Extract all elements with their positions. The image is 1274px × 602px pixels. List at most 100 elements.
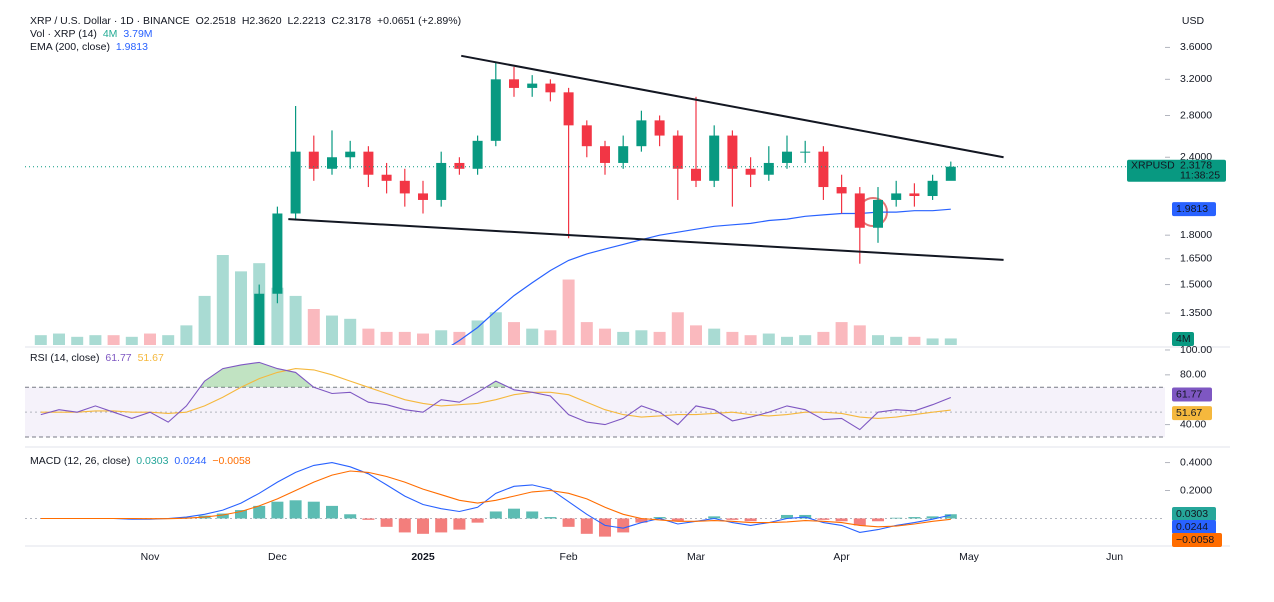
volume-bar (271, 287, 284, 345)
hist-value: 0.0303 (136, 455, 169, 467)
y-tick-label: 3.6000 (1180, 41, 1212, 53)
volume-bar (653, 331, 666, 345)
volume-title: Vol · XRP (14) (30, 28, 97, 40)
histogram-bar (453, 518, 466, 530)
volume-bar (380, 331, 393, 345)
volume-bar (853, 325, 866, 345)
price-badge-label: 61.77 (1176, 388, 1202, 400)
volume-bar (71, 336, 84, 345)
histogram-bar (216, 513, 229, 519)
x-tick-label: May (959, 551, 980, 563)
histogram-bar (671, 518, 684, 522)
candle-body (672, 135, 683, 169)
volume-ma: 3.79M (123, 28, 153, 40)
y-tick-label: 3.2000 (1180, 73, 1212, 85)
histogram-bar (653, 517, 666, 519)
volume-bar (817, 331, 830, 345)
candle-body (145, 572, 155, 577)
candle-body (472, 140, 483, 169)
volume-bar (235, 271, 247, 345)
volume-bar (781, 336, 793, 345)
histogram-bar (344, 514, 357, 519)
volume-bar (762, 333, 775, 345)
ohlc-key: L (287, 15, 294, 27)
price-badge-label: 1.9813 (1176, 203, 1208, 215)
histogram-bar (289, 500, 302, 519)
price-plot (34, 62, 957, 577)
histogram-bar (835, 518, 848, 522)
histogram-bar (853, 518, 866, 526)
macd-value: 0.0244 (174, 455, 207, 467)
macd-line (40, 462, 951, 533)
candle-body (563, 92, 574, 126)
price-badge (1172, 202, 1216, 217)
candle-body (327, 157, 337, 169)
histogram-bar (726, 518, 739, 520)
ohlc-value: 2.2213 (293, 15, 326, 27)
volume-bar (289, 295, 302, 345)
histogram-bar (435, 518, 448, 533)
rsi-overbought-fill (40, 362, 951, 388)
candle-body (527, 83, 538, 88)
candle-body (836, 187, 847, 194)
histogram-bar (307, 501, 320, 519)
price-badge (1172, 507, 1216, 521)
y-tick-label: 80.00 (1180, 369, 1206, 381)
volume-bar (835, 322, 848, 345)
volume-bar (89, 335, 102, 345)
candle-body (90, 556, 100, 561)
candle-body (200, 524, 210, 556)
legend-ohlc: XRP / U.S. Dollar · 1D · BINANCE O2.2518… (30, 15, 464, 27)
candle-body (127, 572, 137, 573)
rsi-value: 61.77 (105, 352, 132, 364)
price-badge-label: 0.0244 (1176, 521, 1208, 533)
histogram-bar (890, 517, 903, 519)
histogram-bar (471, 518, 484, 523)
price-badge-label: 51.67 (1176, 407, 1202, 419)
last-price-label: 2.3178 (1180, 159, 1212, 171)
price-badge (1172, 520, 1216, 534)
candle-body (891, 193, 902, 200)
y-tick-label: 40.00 (1180, 418, 1206, 430)
symbol: XRP / U.S. Dollar · 1D · BINANCE (30, 15, 190, 27)
volume-bar (908, 336, 921, 345)
candle-body (490, 79, 501, 141)
trendline (288, 218, 1004, 261)
volume-bar (53, 333, 65, 345)
candle-body (800, 151, 811, 153)
volume-bar (690, 325, 702, 345)
histogram-bar (635, 518, 648, 523)
histogram-bar (781, 514, 793, 519)
candle-body (54, 566, 64, 567)
candle-body (181, 556, 191, 576)
candle-body (545, 83, 556, 93)
histogram-bar (708, 516, 721, 519)
rsi-line (40, 361, 952, 431)
y-tick-label: 1.8000 (1180, 229, 1212, 241)
y-tick-label: 2.8000 (1180, 109, 1212, 121)
volume-bar (544, 330, 557, 345)
change: +0.0651 (+2.89%) (377, 15, 462, 27)
histogram-bar (817, 518, 830, 520)
candle-body (654, 120, 665, 136)
volume-bar (599, 328, 611, 345)
ohlc-value: 2.3620 (249, 15, 282, 27)
histogram-bar (326, 505, 338, 519)
ohlc-key: O (195, 15, 204, 27)
legend-rsi: RSI (14, close) 61.77 51.67 (30, 352, 167, 364)
y-tick-label: 0.4000 (1180, 456, 1212, 468)
histogram-bar (489, 511, 502, 519)
x-tick-label: Mar (687, 551, 706, 563)
volume-bar (872, 335, 884, 345)
candle-body (381, 174, 392, 181)
histogram-bar (398, 518, 411, 533)
volume-bar (144, 333, 156, 345)
candle-body (691, 168, 701, 181)
ema-title: EMA (200, close) (30, 41, 110, 53)
legend-ema: EMA (200, close) 1.9813 (30, 41, 151, 53)
volume-bar (890, 336, 903, 345)
volume-bar (799, 335, 812, 345)
legend-volume: Vol · XRP (14) 4M 3.79M (30, 28, 156, 40)
candle-body (945, 166, 956, 181)
histogram-bar (526, 511, 539, 519)
